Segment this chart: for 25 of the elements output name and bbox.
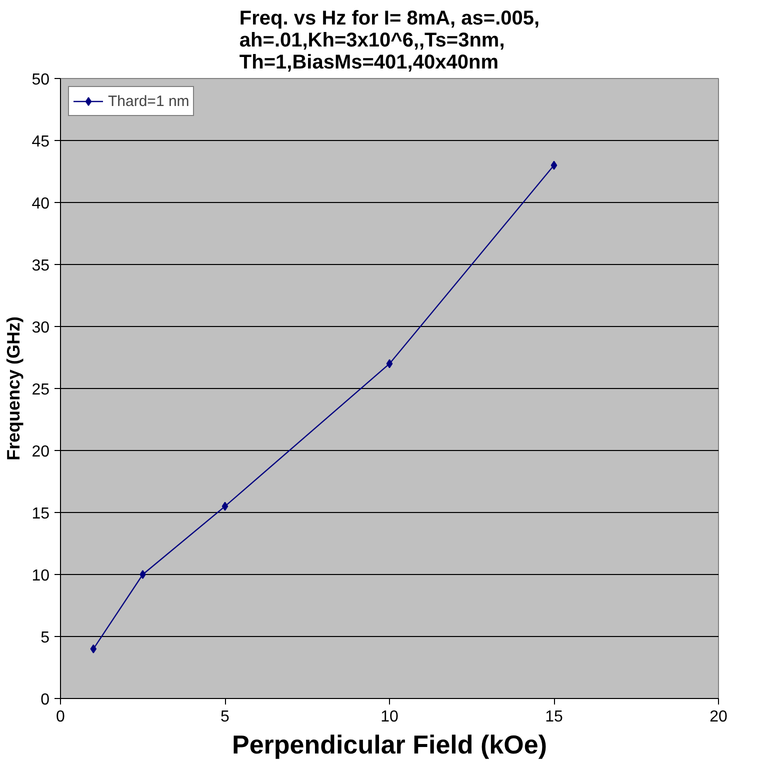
- point: [140, 570, 146, 579]
- y-tick-label: 15: [32, 506, 50, 522]
- x-tick-label: 20: [710, 708, 728, 726]
- y-tick-label: 20: [32, 444, 50, 460]
- x-axis-title: Perpendicular Field (kOe): [232, 730, 547, 760]
- x-tick-label: 0: [56, 708, 66, 726]
- y-tick-label: 35: [32, 258, 50, 274]
- y-tick-label: 10: [32, 568, 50, 584]
- point: [386, 359, 393, 368]
- x-tick-label: 15: [545, 708, 563, 726]
- point: [90, 644, 97, 654]
- chart-title: Freq. vs Hz for I= 8mA, as=.005, ah=.01,Kh=3x10^6,,Ts=3nm, Th=1,BiasMs=401,40x40nm: [239, 8, 540, 74]
- point: [550, 160, 558, 170]
- x-tick-label: 5: [220, 708, 230, 726]
- y-tick-label: 0: [40, 692, 50, 708]
- y-tick-label: 50: [32, 72, 50, 88]
- point: [222, 502, 228, 511]
- y-tick-label: 5: [40, 630, 50, 646]
- x-tick-label: 10: [380, 708, 398, 726]
- y-tick-label: 45: [32, 134, 50, 150]
- legend-label: Thard=1 nm: [108, 92, 190, 110]
- y-tick-label: 25: [32, 382, 50, 398]
- y-tick-label: 30: [32, 320, 50, 336]
- y-tick-label: 40: [32, 196, 50, 212]
- y-axis-title: Frequency (GHz): [4, 316, 24, 461]
